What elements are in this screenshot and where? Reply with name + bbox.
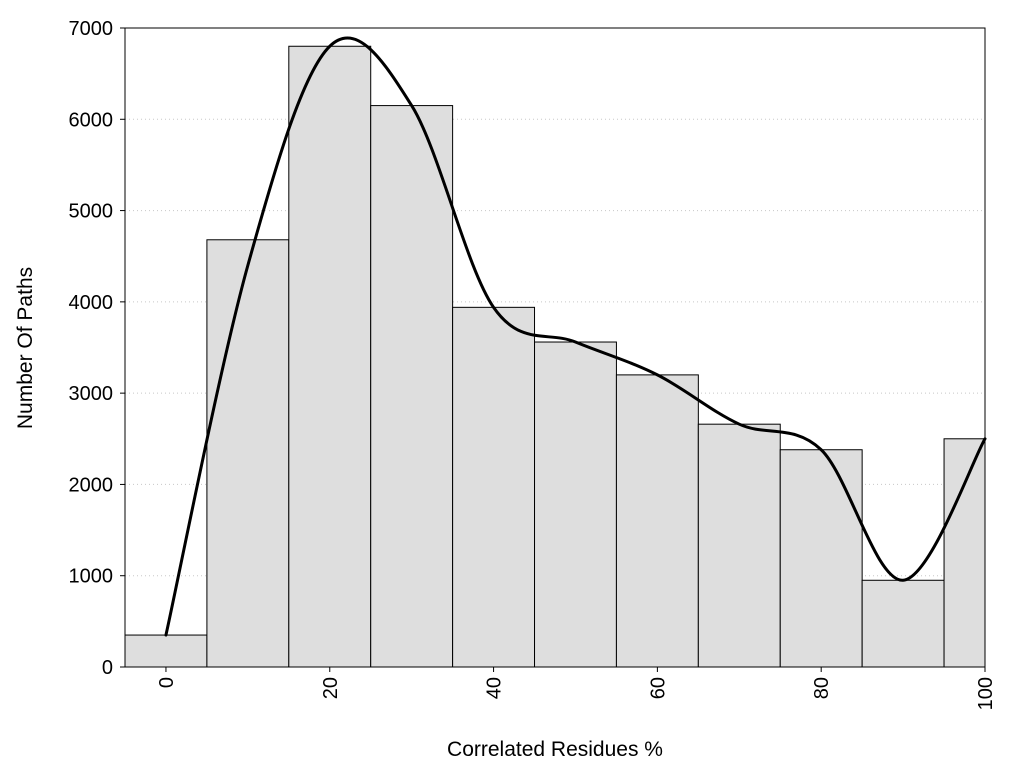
y-tick-label: 1000 — [69, 566, 114, 588]
y-tick-label: 2000 — [69, 474, 114, 496]
histogram-bar — [370, 105, 454, 668]
y-axis-ticks: 0 1000 2000 3000 4000 5000 6000 7000 — [69, 18, 125, 679]
histogram-bar — [124, 634, 208, 668]
y-axis-label: Number Of Paths — [14, 267, 37, 429]
plot-frame — [124, 27, 986, 668]
histogram-bar — [452, 306, 536, 668]
x-axis-label: Correlated Residues % — [447, 738, 663, 761]
y-tick-label: 7000 — [69, 18, 114, 40]
histogram-bar — [615, 374, 699, 668]
y-tick-label: 4000 — [69, 292, 114, 314]
x-tick-label: 40 — [484, 677, 506, 699]
x-axis-ticks: 0 20 40 60 80 100 — [156, 667, 997, 710]
y-tick-label: 0 — [102, 657, 113, 679]
x-tick-label: 80 — [811, 677, 833, 699]
y-tick-label: 6000 — [69, 109, 114, 131]
y-tick-label: 5000 — [69, 201, 114, 223]
x-tick-label: 100 — [975, 677, 997, 710]
bars-layer — [124, 45, 986, 668]
histogram-bar — [534, 341, 617, 668]
histogram-bar — [861, 579, 945, 668]
x-tick-label: 20 — [320, 677, 342, 699]
histogram-bar — [779, 449, 863, 668]
curve-layer — [164, 36, 987, 637]
histogram-bar — [697, 423, 781, 668]
smooth-curve-line — [164, 36, 987, 637]
x-tick-label: 0 — [156, 677, 178, 688]
histogram-bar — [206, 239, 290, 668]
x-tick-label: 60 — [647, 677, 669, 699]
histogram-bar — [943, 438, 986, 668]
histogram-bar — [288, 45, 372, 668]
y-tick-label: 3000 — [69, 383, 114, 405]
